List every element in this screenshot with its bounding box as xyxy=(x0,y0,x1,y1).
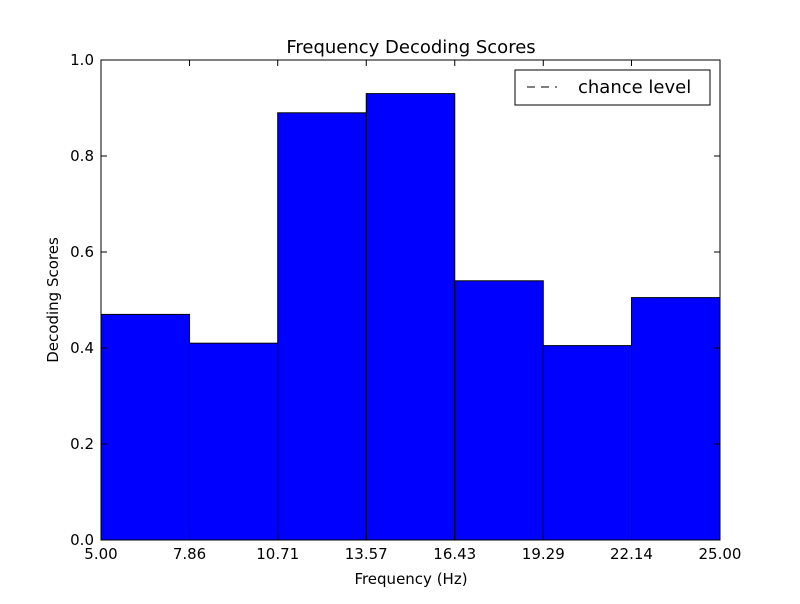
plot-frame xyxy=(100,59,721,541)
x-tick-label: 5.00 xyxy=(84,545,117,563)
histogram-bar xyxy=(454,280,544,541)
y-tick-label: 0.2 xyxy=(70,435,94,453)
legend-label: chance level xyxy=(578,77,691,98)
y-tick-label: 0.4 xyxy=(70,339,94,357)
y-tick-label: 0.8 xyxy=(70,147,94,165)
y-tick-label: 0.0 xyxy=(70,531,94,549)
x-tick-label: 25.00 xyxy=(699,545,742,563)
x-tick-label: 7.86 xyxy=(173,545,206,563)
x-tick-label: 16.43 xyxy=(433,545,476,563)
x-axis-ticks: 5.00 7.86 10.71 13.57 16.43 19.29 22.14 25.00 xyxy=(84,60,741,563)
legend: chance level xyxy=(514,69,711,106)
histogram-bar xyxy=(189,342,279,541)
histogram-bar xyxy=(277,112,367,541)
y-tick-label: 0.6 xyxy=(70,243,94,261)
bars-group xyxy=(100,93,721,541)
x-tick-label: 19.29 xyxy=(522,545,565,563)
chart-title: Frequency Decoding Scores xyxy=(286,37,535,58)
histogram-bar xyxy=(542,345,632,541)
y-axis-label: Decoding Scores xyxy=(44,237,62,363)
histogram-bar xyxy=(365,93,456,541)
y-tick-label: 1.0 xyxy=(70,51,94,69)
histogram-bar xyxy=(100,313,191,541)
histogram-bar xyxy=(630,297,721,541)
x-tick-label: 10.71 xyxy=(256,545,299,563)
x-tick-label: 13.57 xyxy=(345,545,388,563)
y-axis-ticks: 0.0 0.2 0.4 0.6 0.8 1.0 xyxy=(70,51,720,549)
x-axis-label: Frequency (Hz) xyxy=(354,570,467,588)
x-tick-label: 22.14 xyxy=(610,545,653,563)
